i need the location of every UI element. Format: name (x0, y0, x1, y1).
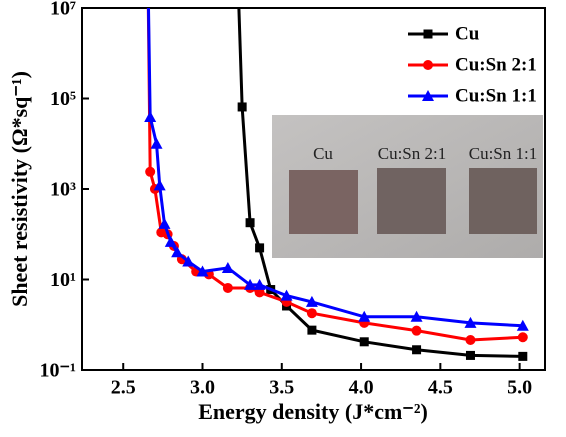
marker (221, 261, 234, 273)
marker (518, 351, 528, 361)
marker (359, 337, 369, 347)
marker (305, 295, 318, 307)
y-tick-label: 10³ (50, 179, 76, 201)
marker (464, 316, 477, 328)
legend-label: Cu (455, 23, 480, 44)
marker (244, 278, 257, 290)
marker (411, 325, 422, 336)
sample-cusn11 (469, 168, 537, 234)
marker (465, 350, 475, 360)
sample-cusn21 (377, 168, 446, 234)
y-tick-label: 10⁷ (50, 0, 76, 20)
marker (306, 308, 317, 319)
legend-label: Cu:Sn 1:1 (455, 85, 537, 106)
marker (280, 289, 293, 301)
inset-label: Cu:Sn 1:1 (469, 144, 538, 163)
marker (412, 345, 422, 355)
marker (245, 218, 255, 228)
marker (517, 332, 528, 343)
marker (307, 325, 317, 335)
plot-area (144, 8, 529, 361)
y-tick-label: 10⁻¹ (39, 360, 76, 382)
x-axis-title: Energy density (J*cm⁻²) (198, 399, 428, 424)
marker (423, 60, 433, 70)
marker (237, 102, 247, 112)
marker (145, 166, 156, 177)
series-line (146, 8, 523, 342)
marker (410, 310, 423, 322)
marker (153, 179, 166, 191)
marker (171, 246, 184, 258)
marker (358, 310, 371, 322)
marker (423, 29, 433, 39)
series-line (147, 8, 523, 328)
marker (150, 137, 163, 149)
marker (222, 282, 233, 293)
marker (196, 265, 209, 277)
marker (516, 319, 529, 331)
y-tick-label: 10¹ (50, 269, 76, 291)
marker (255, 243, 265, 253)
marker (164, 235, 177, 247)
x-tick-label: 5.0 (507, 377, 532, 399)
y-axis-title: Sheet resistivity (Ω*sq⁻¹) (7, 71, 32, 307)
marker (182, 255, 195, 267)
x-tick-label: 3.0 (190, 377, 215, 399)
x-tick-label: 2.5 (111, 377, 136, 399)
legend-label: Cu:Sn 2:1 (455, 54, 537, 75)
marker (253, 278, 266, 290)
marker (422, 90, 434, 101)
inset-photo: Cu Cu:Sn 2:1 Cu:Sn 1:1 (272, 115, 543, 258)
inset-label: Cu (313, 144, 333, 163)
marker (144, 111, 157, 123)
marker (158, 217, 171, 229)
x-tick-label: 4.5 (428, 377, 453, 399)
x-tick-label: 4.0 (349, 377, 374, 399)
sample-cu (289, 170, 358, 234)
y-tick-label: 10⁵ (50, 88, 76, 110)
inset-label: Cu:Sn 2:1 (378, 144, 447, 163)
x-tick-label: 3.5 (269, 377, 294, 399)
marker (465, 335, 476, 346)
